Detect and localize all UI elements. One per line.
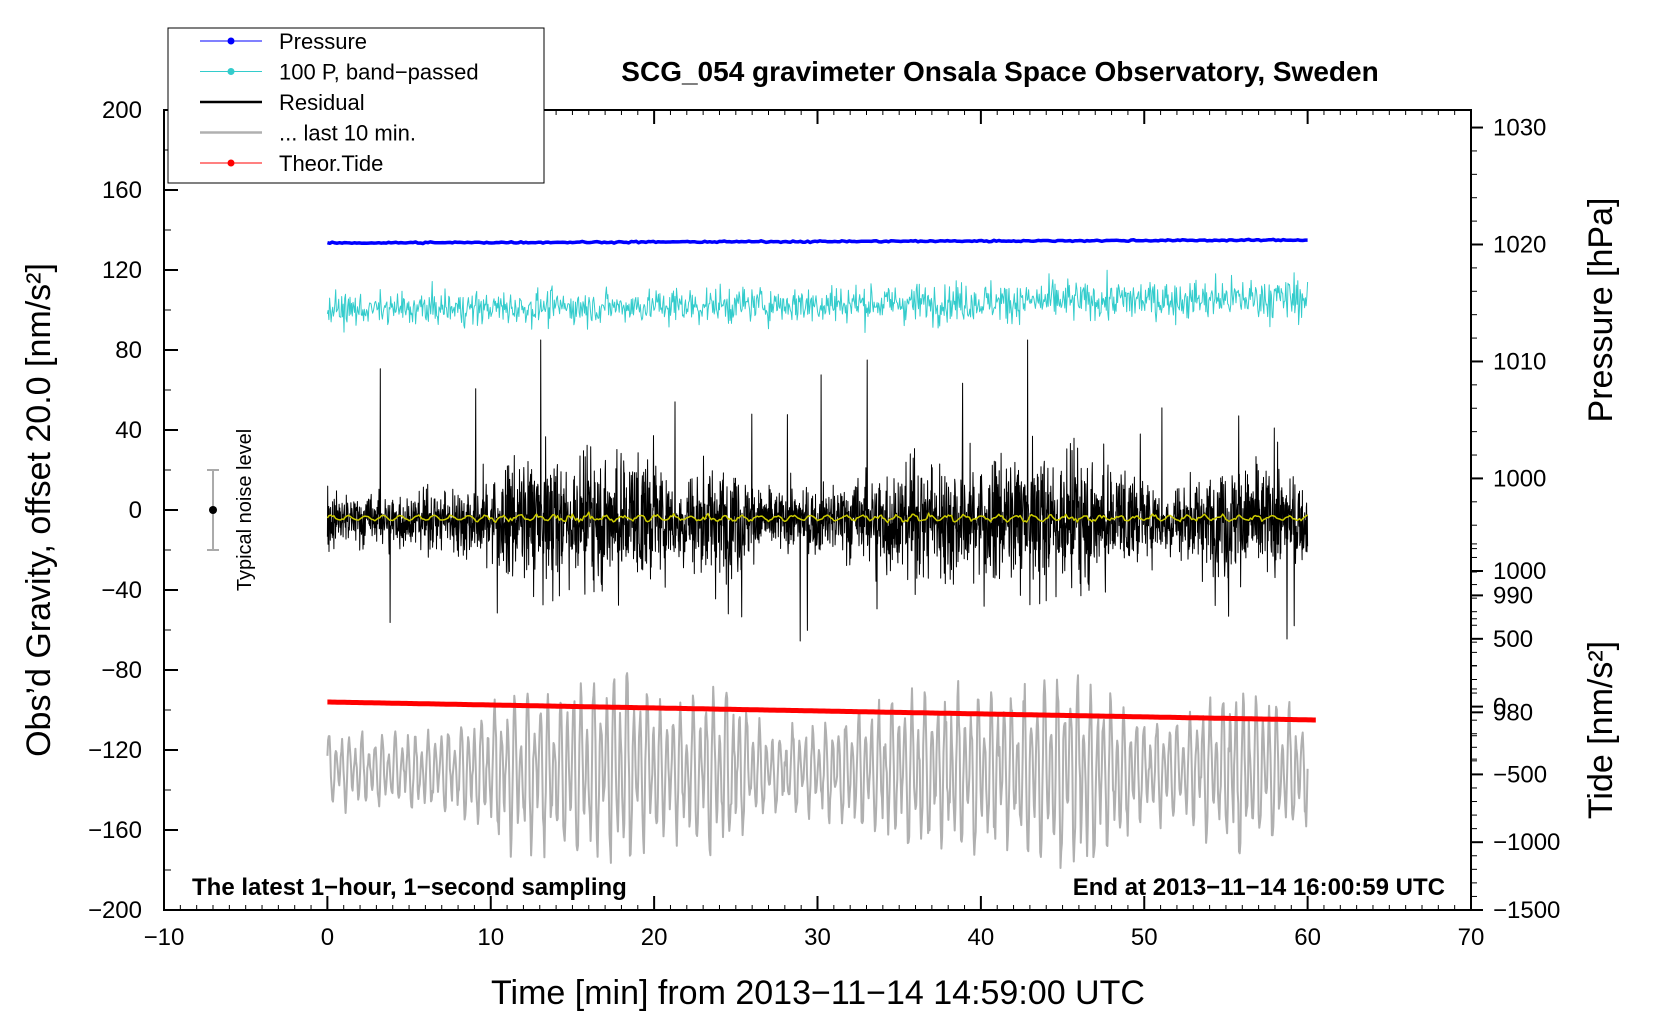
chart-title: SCG_054 gravimeter Onsala Space Observat… <box>621 56 1378 87</box>
y-tick-label: 80 <box>115 337 142 364</box>
y-tick-label: 0 <box>129 497 142 524</box>
noise-bar: Typical noise level <box>207 429 256 591</box>
y-tick-label: −200 <box>88 897 142 924</box>
legend-marker <box>227 37 235 45</box>
series-last-10-min <box>326 672 1309 869</box>
y-tick-label: −120 <box>88 737 142 764</box>
y-tick-label: 200 <box>102 97 142 124</box>
tide-tick-label: −500 <box>1493 761 1547 788</box>
series-residual <box>326 339 1309 642</box>
pressure-tick-label: 1020 <box>1493 232 1546 259</box>
x-tick-label: 20 <box>641 924 668 951</box>
annotation-left: The latest 1−hour, 1−second sampling <box>192 874 627 901</box>
tide-tick-label: 500 <box>1493 626 1533 653</box>
legend-marker <box>227 68 235 75</box>
x-tick-label: 60 <box>1294 924 1321 951</box>
series-band-passed-pressure <box>326 269 1309 333</box>
series-layer <box>326 237 1316 869</box>
x-tick-label: −10 <box>144 924 185 951</box>
tide-tick-label: 0 <box>1493 694 1506 721</box>
tide-tick-label: −1500 <box>1493 897 1560 924</box>
x-tick-label: 70 <box>1458 924 1485 951</box>
y-tick-label: 160 <box>102 177 142 204</box>
legend-box <box>167 27 545 184</box>
y-axis-title-pressure: Pressure [hPa] <box>1582 198 1620 423</box>
y-tick-label: 120 <box>102 257 142 284</box>
x-tick-label: 50 <box>1131 924 1158 951</box>
series-smoothed-residual <box>326 511 1309 524</box>
pressure-tick-label: 990 <box>1493 582 1533 609</box>
pressure-tick-label: 980 <box>1493 699 1533 726</box>
annotation-right: End at 2013−11−14 16:00:59 UTC <box>1073 874 1445 901</box>
y-axis-title-left: Obs’d Gravity, offset 20.0 [nm/s²] <box>20 263 58 757</box>
series-theor-tide <box>327 699 1316 723</box>
y-axis-title-tide: Tide [nm/s²] <box>1582 641 1620 819</box>
x-tick-label: 30 <box>804 924 831 951</box>
legend-label: Theor.Tide <box>279 151 383 176</box>
tide-tick-label: 1000 <box>1493 558 1546 585</box>
legend-label: Residual <box>279 90 365 115</box>
pressure-tick-label: 1030 <box>1493 115 1546 142</box>
legend-label: 100 P, band−passed <box>279 60 479 85</box>
series-pressure <box>326 237 1308 246</box>
legend: Pressure 100 P, band−passed Residual ... la… <box>167 27 545 184</box>
y-tick-label: 40 <box>115 417 142 444</box>
y-tick-label: −40 <box>101 577 142 604</box>
legend-label: ... last 10 min. <box>279 121 416 146</box>
x-axis-title: Time [min] from 2013−11−14 14:59:00 UTC <box>491 974 1145 1012</box>
x-tick-label: 10 <box>477 924 504 951</box>
legend-label: Pressure <box>279 29 367 54</box>
x-tick-label: 40 <box>968 924 995 951</box>
pressure-tick-label: 1000 <box>1493 465 1546 492</box>
y-tick-label: −160 <box>88 817 142 844</box>
pressure-tick-label: 1010 <box>1493 348 1546 375</box>
legend-marker <box>227 159 235 167</box>
x-tick-label: 0 <box>321 924 334 951</box>
noise-bar-label: Typical noise level <box>234 429 256 591</box>
tick-layer: −10 0 10 20 30 40 50 60 7020016012080400−40−80−1… <box>88 97 1560 951</box>
noise-bar-point <box>209 506 218 514</box>
tide-tick-label: −1000 <box>1493 829 1560 856</box>
y-tick-label: −80 <box>101 657 142 684</box>
